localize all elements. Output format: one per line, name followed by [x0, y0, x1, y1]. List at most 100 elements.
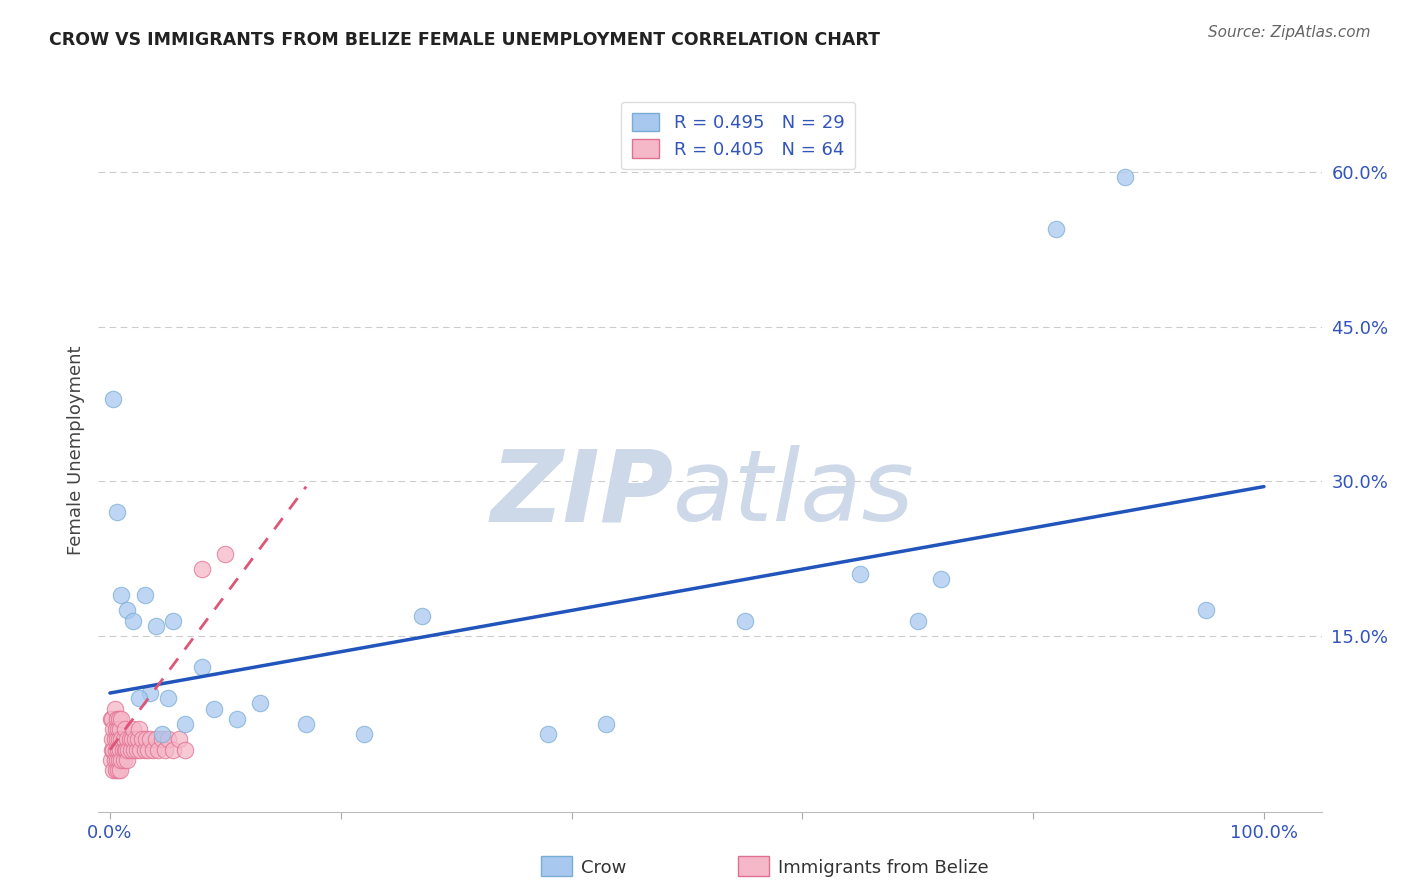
Point [103, 732, 125, 747]
Point [134, 588, 156, 602]
Point [142, 743, 165, 757]
Point [110, 753, 132, 767]
Point [162, 743, 184, 757]
Y-axis label: Female Unemployment: Female Unemployment [66, 346, 84, 555]
Point [148, 743, 170, 757]
Point [112, 732, 135, 747]
Point [167, 732, 190, 747]
Point [110, 764, 132, 778]
Point [105, 732, 128, 747]
Point [1045, 221, 1067, 235]
Point [122, 743, 145, 757]
Point [139, 732, 162, 747]
Point [110, 588, 132, 602]
Point [162, 614, 184, 628]
Point [110, 712, 132, 726]
Point [849, 567, 872, 582]
Point [117, 753, 139, 767]
Point [125, 743, 148, 757]
Point [150, 732, 173, 747]
Point [117, 732, 139, 747]
Point [907, 614, 929, 628]
Point [108, 712, 131, 726]
Point [105, 505, 128, 519]
Point [115, 743, 138, 757]
Point [105, 712, 128, 726]
Text: ZIP: ZIP [491, 445, 673, 542]
Point [103, 743, 125, 757]
Point [110, 722, 132, 736]
Point [128, 691, 150, 706]
Point [595, 717, 617, 731]
Point [107, 722, 129, 736]
Point [100, 712, 122, 726]
Point [1195, 603, 1218, 617]
Point [122, 722, 145, 736]
Text: Source: ZipAtlas.com: Source: ZipAtlas.com [1208, 25, 1371, 40]
Point [100, 753, 122, 767]
Point [128, 722, 150, 736]
Point [101, 743, 124, 757]
Point [929, 573, 952, 587]
Point [117, 603, 139, 617]
Point [122, 614, 145, 628]
Point [150, 727, 173, 741]
Point [139, 686, 162, 700]
Point [110, 743, 132, 757]
Point [101, 712, 124, 726]
Point [108, 753, 131, 767]
Point [101, 732, 124, 747]
Point [1114, 169, 1136, 184]
Point [107, 743, 129, 757]
Point [127, 732, 149, 747]
Point [155, 743, 177, 757]
Point [174, 743, 197, 757]
Point [110, 732, 132, 747]
Point [103, 392, 125, 406]
Point [353, 727, 375, 741]
Text: Crow: Crow [581, 859, 626, 877]
Point [214, 547, 236, 561]
Point [117, 743, 139, 757]
Point [120, 743, 142, 757]
Point [104, 743, 127, 757]
Point [225, 712, 247, 726]
Point [121, 732, 143, 747]
Point [156, 691, 179, 706]
Point [103, 701, 125, 715]
Point [112, 753, 135, 767]
Point [191, 562, 214, 576]
Text: Immigrants from Belize: Immigrants from Belize [778, 859, 988, 877]
Point [105, 753, 128, 767]
Point [103, 753, 125, 767]
Point [103, 764, 125, 778]
Point [136, 743, 159, 757]
Point [202, 701, 225, 715]
Legend: R = 0.495   N = 29, R = 0.405   N = 64: R = 0.495 N = 29, R = 0.405 N = 64 [621, 102, 855, 169]
Point [104, 764, 127, 778]
Point [174, 717, 197, 731]
Point [129, 743, 152, 757]
Point [145, 732, 167, 747]
Point [114, 743, 136, 757]
Point [249, 696, 271, 710]
Point [111, 743, 134, 757]
Point [134, 743, 156, 757]
Point [135, 732, 157, 747]
Point [131, 732, 153, 747]
Point [108, 732, 131, 747]
Point [114, 722, 136, 736]
Point [107, 764, 129, 778]
Text: CROW VS IMMIGRANTS FROM BELIZE FEMALE UNEMPLOYMENT CORRELATION CHART: CROW VS IMMIGRANTS FROM BELIZE FEMALE UN… [49, 31, 880, 49]
Point [734, 614, 756, 628]
Point [104, 722, 127, 736]
Point [118, 732, 141, 747]
Point [191, 660, 214, 674]
Point [145, 619, 167, 633]
Point [411, 608, 433, 623]
Point [295, 717, 318, 731]
Point [124, 732, 146, 747]
Text: atlas: atlas [673, 445, 915, 542]
Point [103, 722, 125, 736]
Point [156, 732, 179, 747]
